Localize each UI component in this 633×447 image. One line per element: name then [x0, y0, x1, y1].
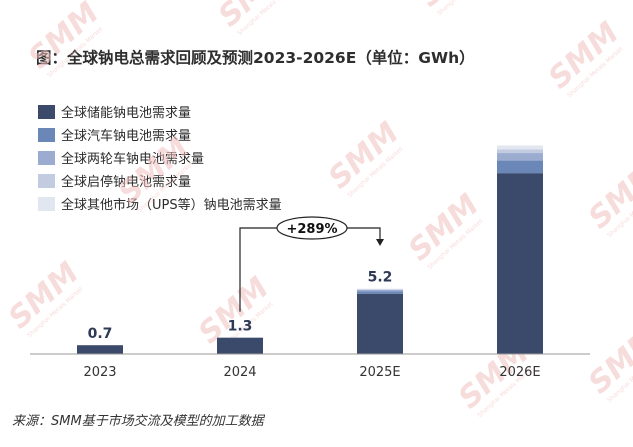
bar-segment — [357, 293, 403, 354]
legend-swatch — [38, 150, 55, 165]
legend-item: 全球汽车钠电池需求量 — [38, 123, 282, 146]
legend-item: 全球两轮车钠电池需求量 — [38, 146, 282, 169]
bar-segment — [497, 173, 543, 354]
legend-label: 全球两轮车钠电池需求量 — [61, 152, 205, 167]
legend-item: 全球储能钠电池需求量 — [38, 100, 282, 123]
legend-label: 全球其他市场（UPS等）钠电池需求量 — [61, 198, 282, 213]
legend: 全球储能钠电池需求量 全球汽车钠电池需求量 全球两轮车钠电池需求量 全球启停钠电… — [38, 100, 282, 215]
source-note: 来源：SMM基于市场交流及模型的加工数据 — [12, 414, 264, 429]
legend-item: 全球其他市场（UPS等）钠电池需求量 — [38, 192, 282, 215]
bar-segment — [497, 145, 543, 150]
bar-segment — [77, 345, 123, 354]
legend-label: 全球汽车钠电池需求量 — [61, 129, 192, 144]
legend-swatch — [38, 127, 55, 142]
x-tick-label: 2023 — [83, 365, 116, 380]
legend-swatch — [38, 196, 55, 211]
bar-segment — [357, 289, 403, 290]
bar-segment — [497, 149, 543, 154]
bar-segment — [217, 337, 263, 354]
legend-item: 全球启停钠电池需求量 — [38, 169, 282, 192]
bar-total-label: 0.7 — [88, 326, 113, 342]
bar-total-label: 5.2 — [368, 270, 393, 286]
chart-title: 图：全球钠电总需求回顾及预测2023-2026E（单位：GWh） — [36, 49, 475, 67]
bar-total-label: 1.3 — [228, 319, 253, 335]
bar-segment — [357, 289, 403, 292]
growth-arrowhead — [376, 239, 384, 246]
x-tick-label: 2025E — [359, 365, 400, 380]
x-tick-label: 2026E — [499, 365, 540, 380]
x-tick-label: 2024 — [223, 365, 256, 380]
bar-segment — [357, 291, 403, 294]
legend-swatch — [38, 104, 55, 119]
bar-segment — [357, 288, 403, 290]
bar-segment — [497, 160, 543, 174]
bar-segment — [497, 153, 543, 161]
growth-label: +289% — [286, 222, 337, 237]
legend-swatch — [38, 173, 55, 188]
growth-badge — [276, 216, 348, 240]
legend-label: 全球储能钠电池需求量 — [61, 106, 192, 121]
legend-label: 全球启停钠电池需求量 — [61, 175, 192, 190]
